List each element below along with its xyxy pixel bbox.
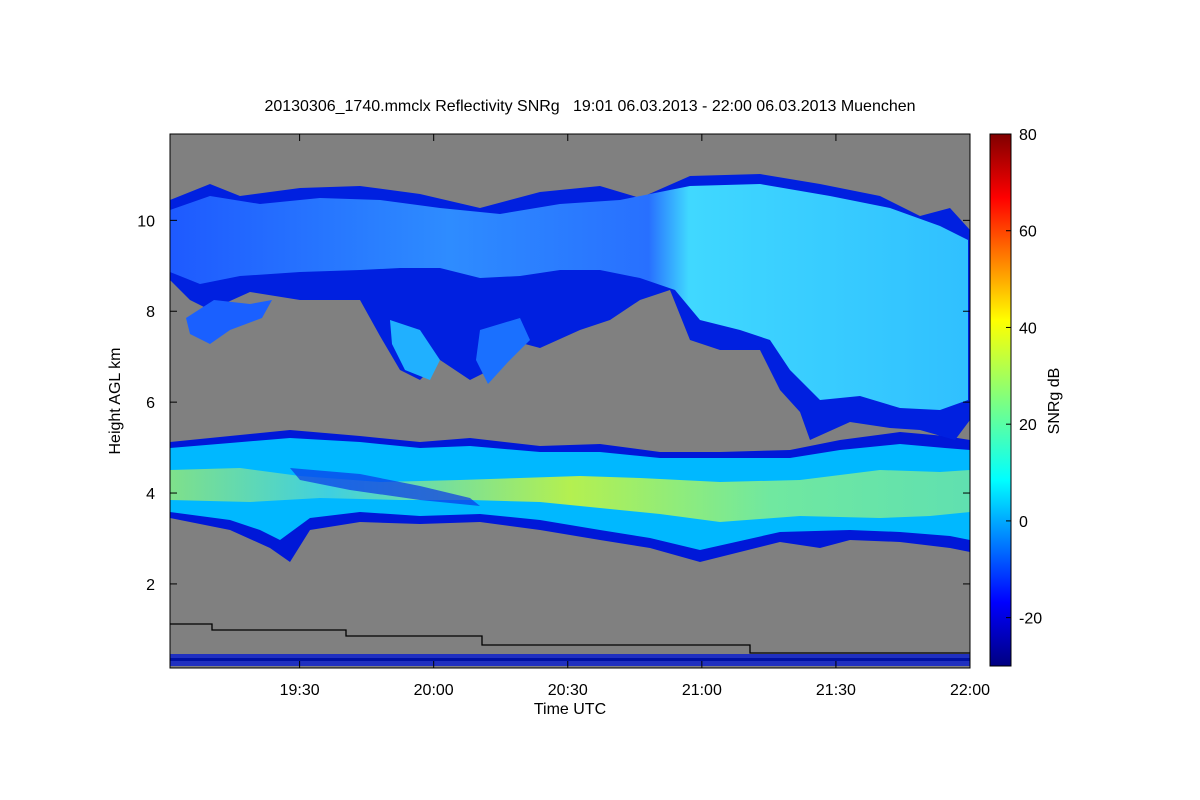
x-tick-label: 21:30 — [816, 682, 856, 699]
y-tick-label: 2 — [146, 577, 155, 594]
x-tick-label: 19:30 — [280, 682, 320, 699]
cloud-base-line — [170, 623, 970, 654]
x-tick-label: 20:30 — [548, 682, 588, 699]
cirrus-fall-streak — [390, 320, 440, 380]
colorbar-tick-label: 20 — [1019, 417, 1037, 434]
surface-clutter-band — [170, 658, 970, 661]
axis-ticks: 19:30 20:00 20:30 21:00 21:30 22:00 2 4 6 8 10 -20 0… — [137, 127, 1042, 699]
y-tick-label: 8 — [146, 304, 155, 321]
plot-frame — [169, 133, 971, 669]
mid-layer-dark-streak — [290, 468, 480, 506]
colorbar-tick-label: 80 — [1019, 127, 1037, 144]
cirrus-hook-left — [186, 300, 272, 344]
y-axis-label: Height AGL km — [107, 347, 124, 454]
x-tick-label: 22:00 — [950, 682, 990, 699]
cirrus-layer-inner — [170, 184, 968, 410]
x-axis-label: Time UTC — [534, 701, 606, 718]
colorbar-tick-label: 0 — [1019, 514, 1028, 531]
x-tick-label: 21:00 — [682, 682, 722, 699]
colorbar-tick-label: 60 — [1019, 224, 1037, 241]
y-tick-label: 10 — [137, 213, 155, 230]
y-tick-label: 4 — [146, 486, 155, 503]
radar-field — [170, 174, 970, 666]
x-tick-label: 20:00 — [414, 682, 454, 699]
y-tick-label: 6 — [146, 395, 155, 412]
chart-title: 20130306_1740.mmclx Reflectivity SNRg 19… — [264, 98, 916, 115]
colorbar — [989, 133, 1012, 667]
colorbar-tick-label: 40 — [1019, 320, 1037, 337]
colorbar-tick-label: -20 — [1019, 611, 1042, 628]
cirrus-fall-streak — [476, 318, 530, 384]
colorbar-label: SNRg dB — [1046, 368, 1063, 435]
